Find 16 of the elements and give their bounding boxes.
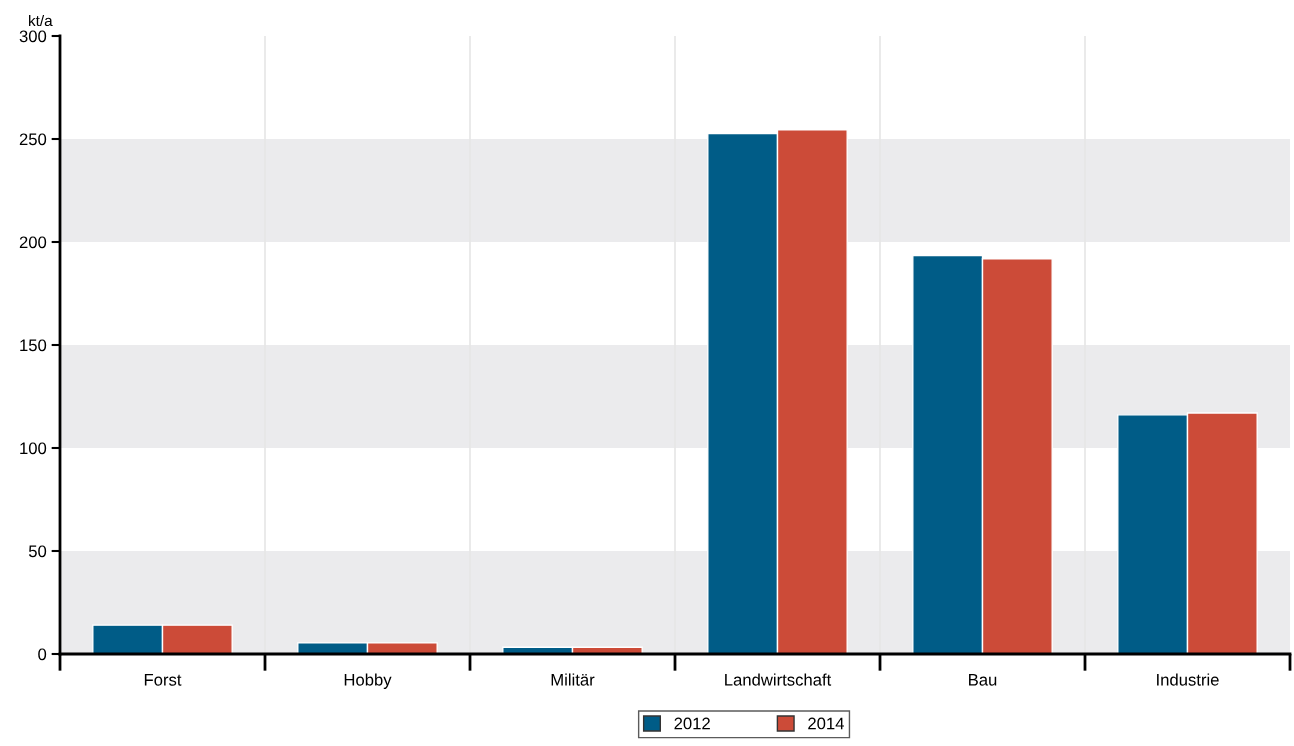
y-axis-title: kt/a (29, 14, 53, 27)
y-tick-label: 200 (19, 236, 47, 249)
y-tick-label: 150 (20, 339, 47, 352)
y-tick-label: 250 (19, 133, 47, 146)
x-tick-label: Militär (551, 673, 595, 686)
x-tick-label: Hobby (344, 673, 392, 689)
x-tick-label: Industrie (1157, 673, 1219, 686)
y-tick-label: 50 (28, 545, 47, 558)
legend-label: 2012 (674, 717, 710, 730)
y-tick-label: 100 (20, 442, 47, 455)
y-tick-label: 300 (19, 30, 47, 43)
y-tick-label: 0 (38, 648, 47, 661)
x-tick-label: Landwirtschaft (725, 673, 832, 686)
x-tick-label: Bau (969, 674, 997, 686)
x-tick-label: Forst (144, 674, 182, 686)
legend-label: 2014 (808, 717, 844, 730)
